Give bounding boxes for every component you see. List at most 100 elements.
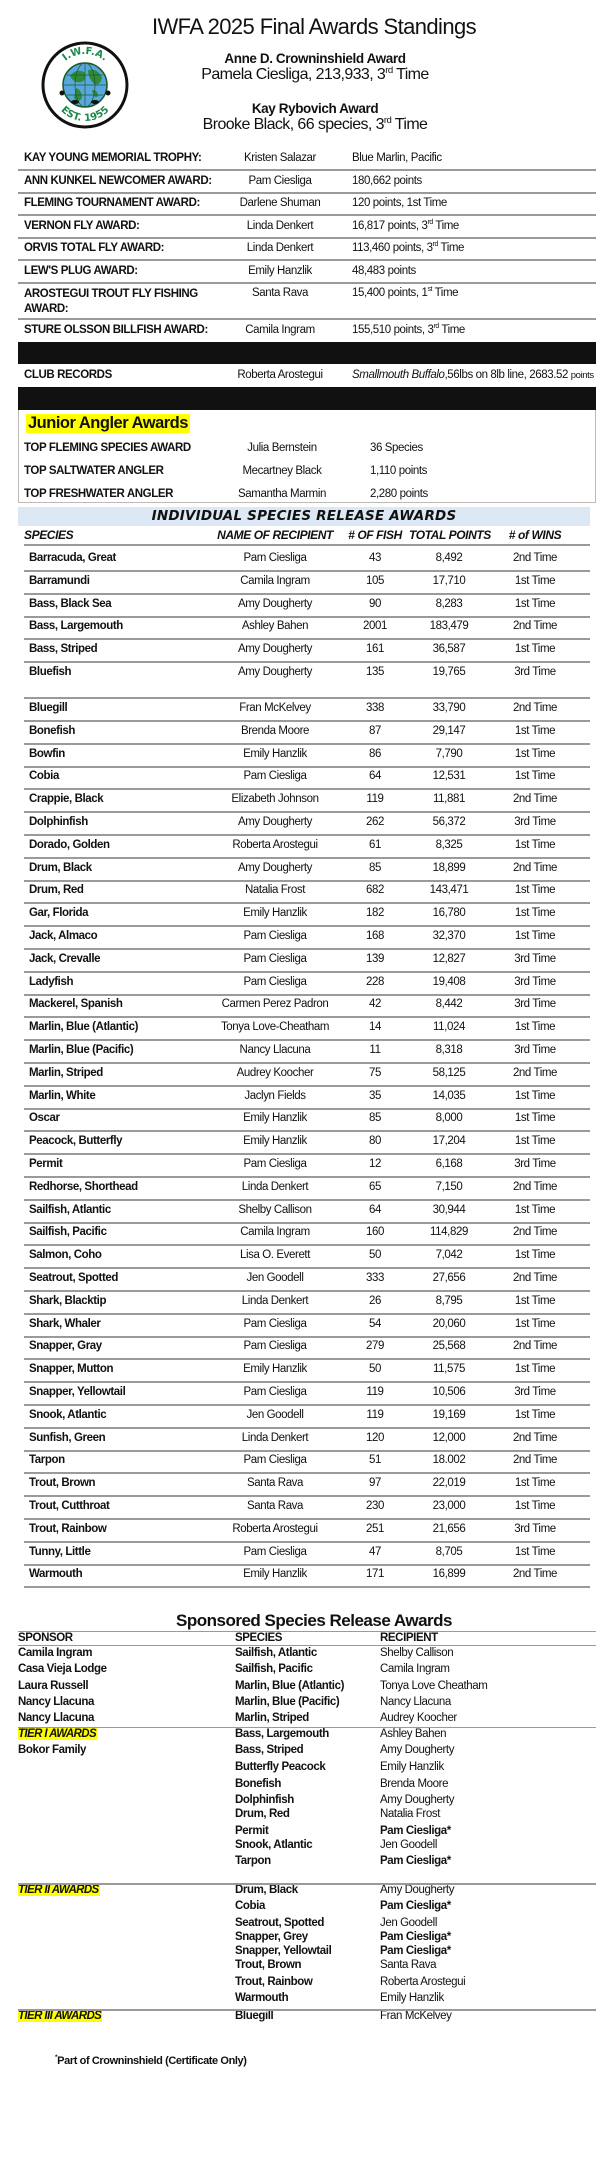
recipient-name: Pam Ciesliga — [243, 1454, 307, 1467]
divider — [24, 1540, 590, 1543]
total-points: 7,150 — [435, 1180, 463, 1193]
col-species: SPECIES — [24, 528, 74, 542]
total-points: 183,479 — [429, 620, 469, 633]
sponsored-recipient: Shelby Callison — [380, 1647, 454, 1659]
divider — [24, 1563, 590, 1566]
divider — [24, 1449, 590, 1452]
junior-award-recipient: Samantha Marmin — [238, 488, 326, 500]
divider — [24, 570, 590, 572]
fish-count: 50 — [369, 1249, 381, 1262]
wins: 2nd Time — [512, 1454, 558, 1467]
junior-award-label: TOP FRESHWATER ANGLER — [24, 488, 173, 500]
wins: 1st Time — [514, 1500, 556, 1512]
junior-award-recipient: Julia Bernstein — [247, 442, 317, 454]
species-name: Permit — [29, 1158, 63, 1170]
wins: 2nd Time — [512, 861, 558, 874]
divider — [24, 1016, 590, 1019]
total-points: 16,899 — [432, 1568, 466, 1581]
footnote-text: Part of Crowninshield (Certificate Only) — [57, 2055, 247, 2067]
club-records-label: CLUB RECORDS — [24, 369, 112, 381]
total-points: 19,408 — [432, 975, 466, 988]
total-points: 16,780 — [432, 907, 466, 920]
fish-count: 14 — [369, 1021, 381, 1034]
sponsored-species: Seatrout, Spotted — [235, 1917, 325, 1929]
wins: 3rd Time — [514, 1522, 556, 1535]
sponsored-recipient: Brenda Moore — [380, 1778, 449, 1790]
fish-count: 682 — [366, 884, 384, 897]
fish-count: 85 — [369, 1112, 381, 1125]
fish-count: 47 — [369, 1545, 381, 1558]
award-label: FLEMING TOURNAMENT AWARD: — [24, 197, 200, 209]
fish-count: 135 — [366, 666, 384, 678]
species-name: Marlin, Blue (Atlantic) — [29, 1021, 139, 1034]
award-label: VERNON FLY AWARD: — [24, 220, 140, 232]
club-records-recipient: Roberta Arostegui — [237, 369, 323, 381]
recipient-name: Jen Goodell — [246, 1408, 304, 1421]
wins: 1st Time — [514, 1203, 556, 1216]
award-value: 15,400 points, 1st Time — [352, 286, 459, 299]
iwfa-logo: I.W.F.A. EST. 1955 — [41, 41, 129, 129]
recipient-name: Camila Ingram — [240, 574, 310, 587]
fish-count: 119 — [366, 793, 384, 806]
award-recipient: Camila Ingram — [245, 324, 315, 336]
sponsored-recipient: Pam Ciesliga* — [380, 1855, 451, 1867]
fish-count: 61 — [369, 838, 381, 851]
wins: 1st Time — [514, 884, 556, 897]
sponsored-species: Marlin, Blue (Pacific) — [235, 1696, 340, 1708]
wins: 3rd Time — [514, 952, 556, 965]
divider — [24, 1176, 590, 1178]
wins: 3rd Time — [514, 1158, 556, 1170]
divider — [24, 592, 590, 595]
wins: 2nd Time — [512, 1272, 558, 1284]
recipient-name: Emily Hanzlik — [243, 1568, 307, 1581]
wins: 1st Time — [514, 1089, 556, 1102]
junior-award-label: TOP FLEMING SPECIES AWARD — [24, 442, 191, 454]
species-name: Bass, Largemouth — [29, 620, 123, 633]
rybovich-award-winner: Brooke Black, 66 species, 3rd Time — [202, 115, 428, 133]
wins: 1st Time — [514, 1477, 556, 1490]
recipient-name: Fran McKelvey — [239, 702, 311, 714]
sponsored-species: Sailfish, Atlantic — [235, 1647, 317, 1659]
wins: 1st Time — [514, 1545, 556, 1558]
divider — [18, 2009, 596, 2011]
fish-count: 160 — [366, 1226, 384, 1239]
recipient-name: Amy Dougherty — [237, 816, 313, 828]
total-points: 58,125 — [432, 1066, 466, 1079]
fish-count: 119 — [366, 1386, 384, 1398]
wins: 1st Time — [514, 1249, 556, 1262]
divider — [18, 169, 596, 171]
divider — [24, 638, 590, 641]
wins: 3rd Time — [514, 1386, 556, 1398]
recipient-name: Amy Dougherty — [237, 643, 313, 656]
divider — [24, 1130, 590, 1133]
total-points: 10,506 — [432, 1386, 466, 1398]
sponsored-recipient: Amy Dougherty — [380, 1744, 455, 1756]
recipient-name: Amy Dougherty — [237, 666, 313, 678]
fish-count: 12 — [369, 1158, 381, 1170]
recipient-name: Linda Denkert — [241, 1431, 309, 1444]
wins: 1st Time — [514, 838, 556, 851]
sponsored-recipient: Fran McKelvey — [380, 2010, 452, 2022]
fish-count: 168 — [366, 930, 384, 942]
crowninshield-award-title: Anne D. Crowninshield Award — [224, 51, 406, 66]
sponsored-species: Permit — [235, 1825, 269, 1837]
fish-count: 171 — [366, 1568, 384, 1581]
fish-count: 11 — [369, 1044, 381, 1056]
species-name: Shark, Blacktip — [29, 1294, 107, 1307]
sponsored-recipient: Pam Ciesliga* — [380, 1825, 451, 1837]
fish-count: 228 — [366, 975, 384, 988]
divider — [18, 237, 596, 239]
recipient-name: Jaclyn Fields — [244, 1089, 306, 1102]
award-recipient: Linda Denkert — [246, 242, 314, 254]
divider — [24, 1381, 590, 1384]
total-points: 7,790 — [435, 747, 463, 760]
sponsored-species: Snook, Atlantic — [235, 1839, 313, 1851]
divider — [18, 1883, 596, 1885]
recipient-name: Nancy Llacuna — [239, 1044, 311, 1056]
total-points: 32,370 — [432, 930, 466, 942]
junior-award-recipient: Mecartney Black — [242, 465, 322, 477]
sponsored-recipient: Pam Ciesliga* — [380, 1900, 451, 1912]
club-records-unit: points — [570, 370, 594, 381]
recipient-name: Pam Ciesliga — [243, 1317, 307, 1330]
fish-count: 51 — [369, 1454, 381, 1467]
